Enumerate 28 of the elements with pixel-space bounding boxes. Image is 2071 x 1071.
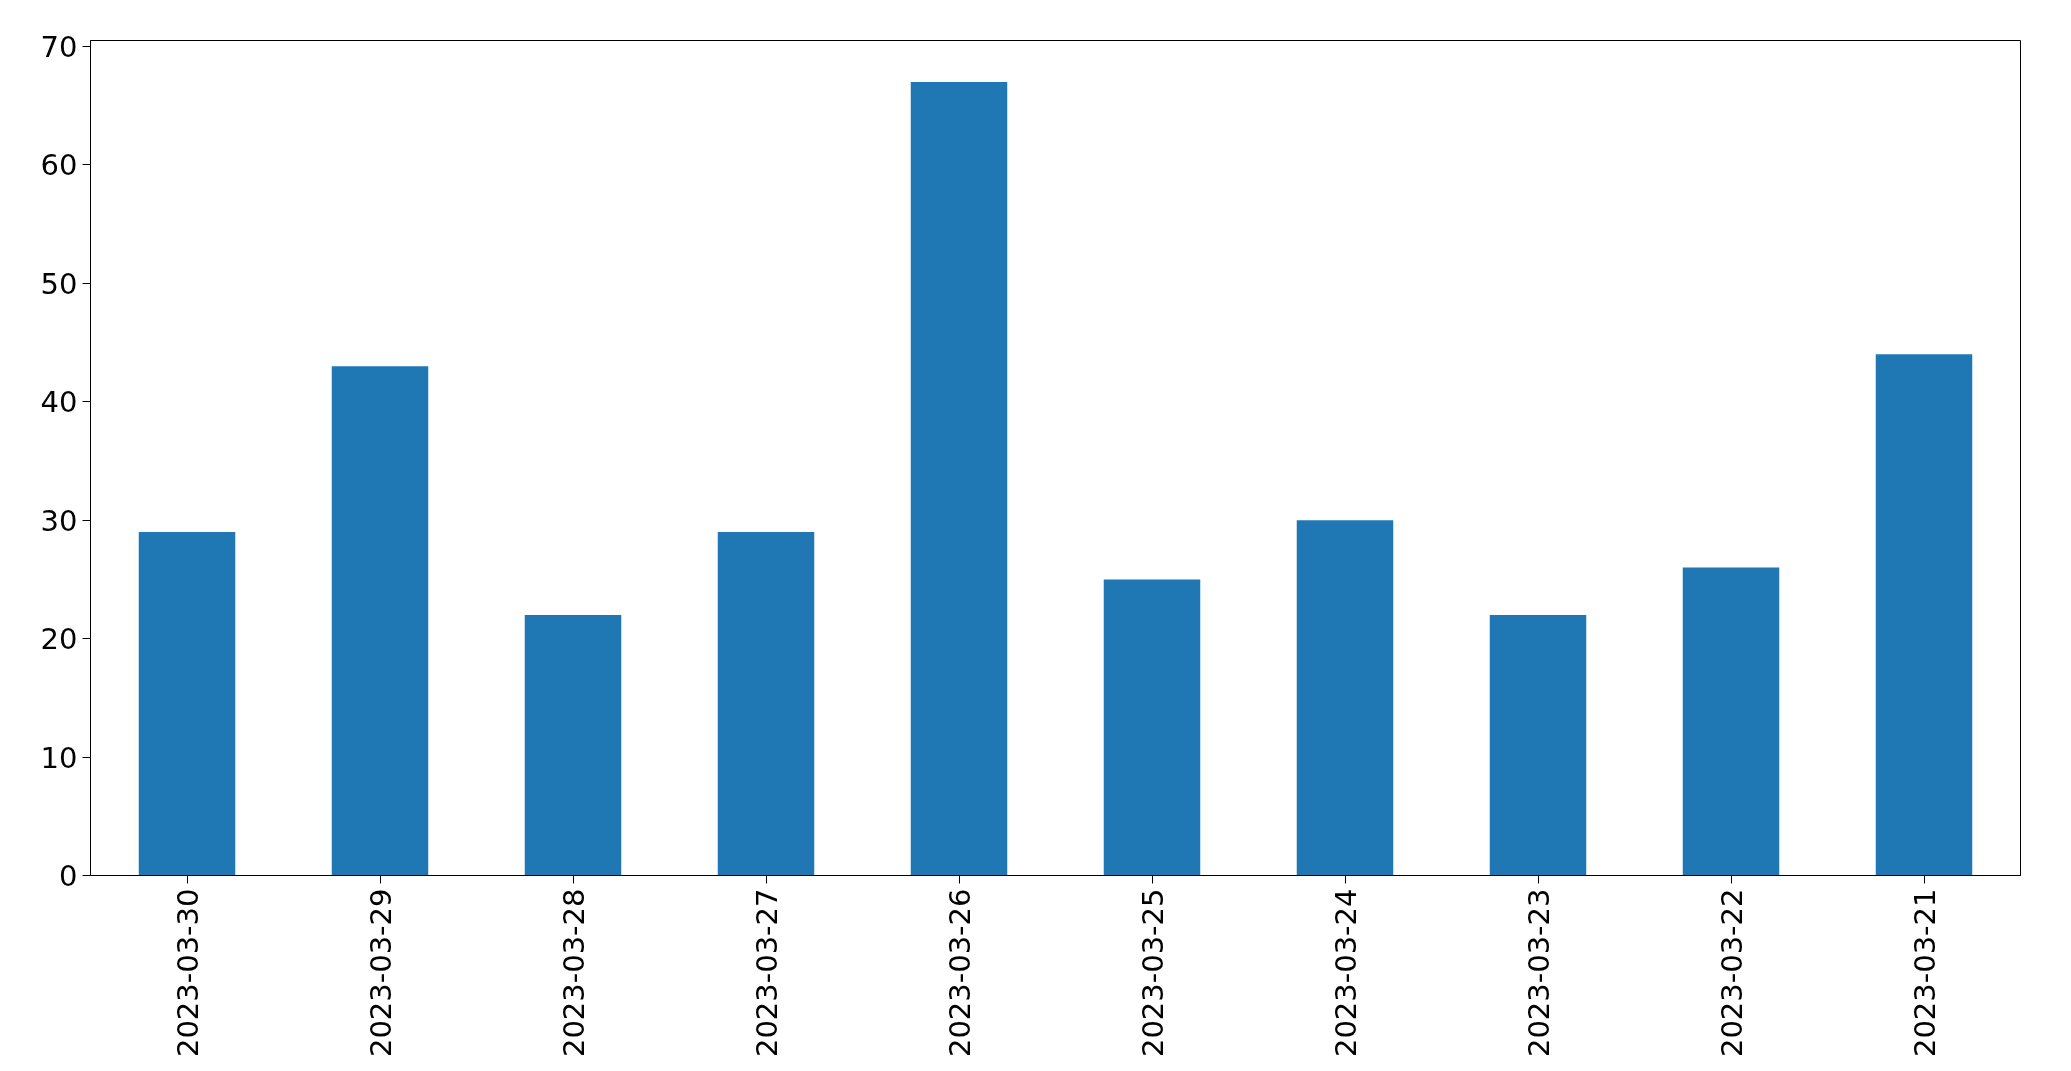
y-tick-label: 60: [40, 148, 78, 183]
y-tick-label: 30: [40, 503, 78, 538]
x-tick-label: 2023-03-21: [1907, 888, 1942, 1058]
y-tick-label: 40: [40, 385, 78, 420]
x-tick-label: 2023-03-26: [942, 888, 977, 1058]
y-tick-label: 0: [59, 859, 78, 893]
bar: [524, 614, 622, 876]
y-tick-label: 70: [40, 29, 78, 64]
bar: [331, 366, 429, 876]
bar: [1296, 520, 1394, 876]
bar: [1489, 614, 1587, 876]
x-tick-label: 2023-03-29: [363, 888, 398, 1058]
y-tick-label: 10: [40, 740, 78, 775]
bar: [1682, 567, 1780, 876]
bar: [1103, 579, 1201, 876]
bar: [1875, 354, 1973, 876]
bar: [138, 532, 236, 876]
y-tick-label: 50: [40, 266, 78, 301]
x-tick-label: 2023-03-28: [556, 888, 591, 1058]
x-tick-label: 2023-03-27: [749, 888, 784, 1058]
x-tick-label: 2023-03-24: [1328, 888, 1363, 1058]
bar: [717, 532, 815, 876]
x-tick-label: 2023-03-22: [1714, 888, 1749, 1058]
x-tick-label: 2023-03-23: [1521, 888, 1556, 1058]
y-tick-label: 20: [40, 622, 78, 657]
x-tick-label: 2023-03-30: [170, 888, 205, 1058]
x-tick-label: 2023-03-25: [1135, 888, 1170, 1058]
bar: [910, 81, 1008, 876]
